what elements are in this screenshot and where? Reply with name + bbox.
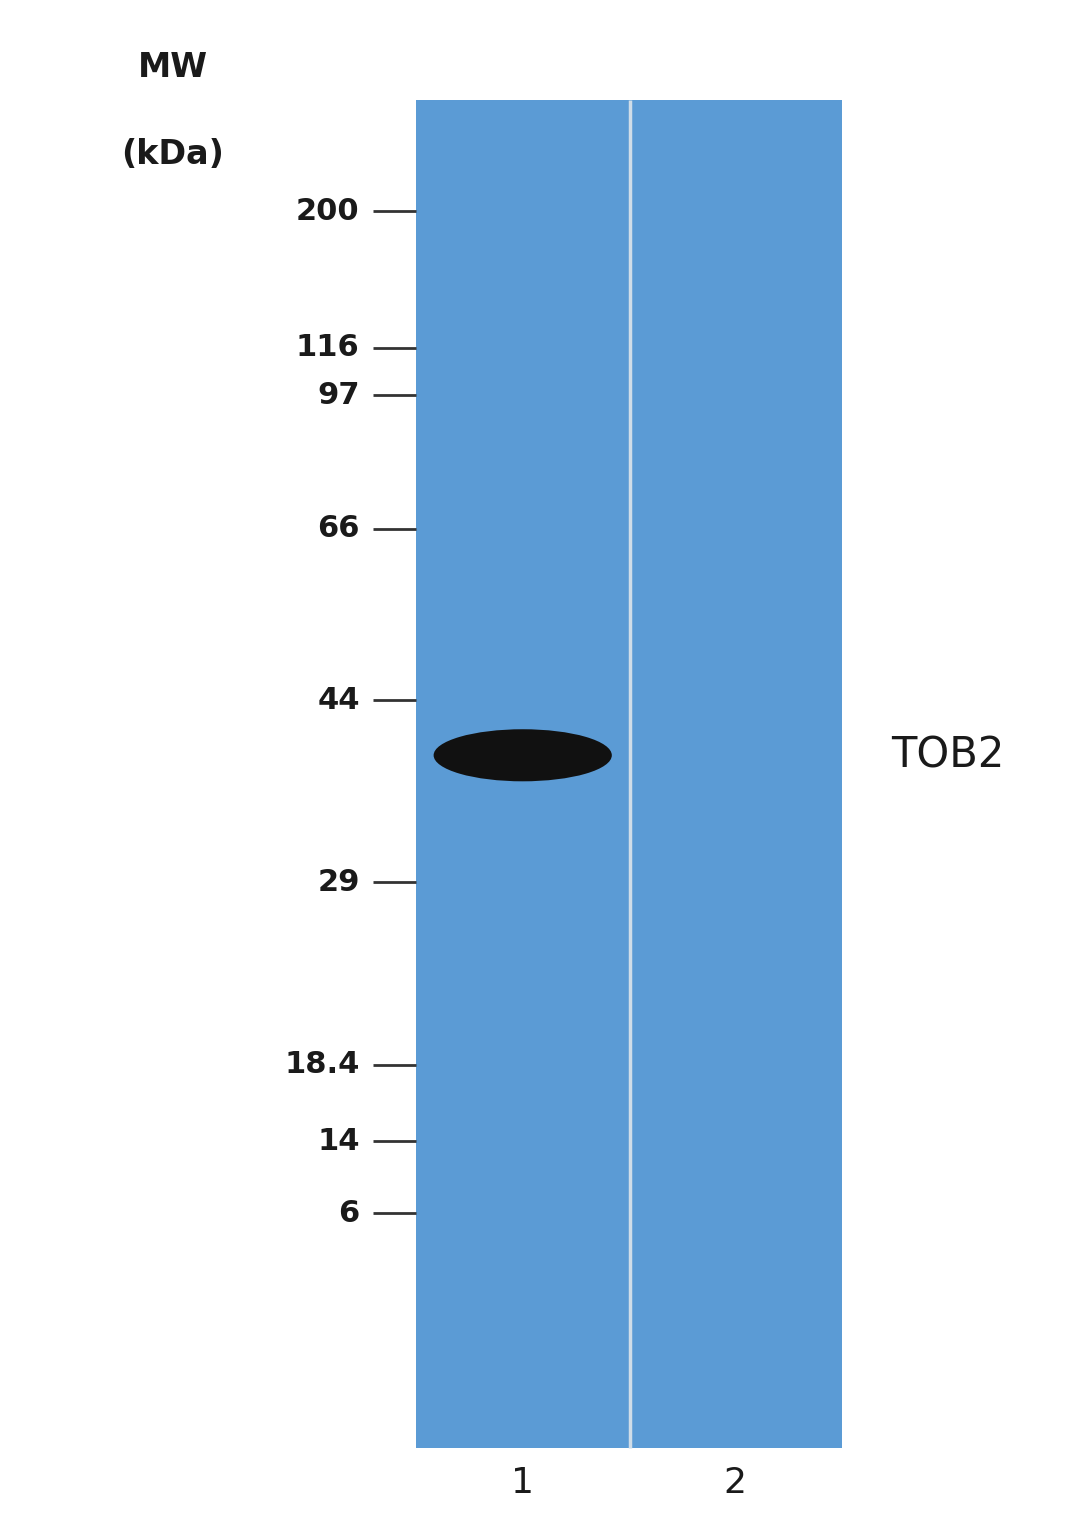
Text: 97: 97: [318, 381, 360, 409]
Text: 1: 1: [511, 1466, 535, 1500]
Text: 6: 6: [338, 1200, 360, 1227]
Text: MW: MW: [138, 51, 207, 84]
Text: 2: 2: [723, 1466, 746, 1500]
Text: TOB2: TOB2: [891, 734, 1004, 777]
Bar: [416, 100, 842, 1448]
Text: 116: 116: [296, 334, 360, 362]
Text: 200: 200: [296, 198, 360, 225]
Text: (kDa): (kDa): [121, 138, 225, 172]
Text: 29: 29: [318, 869, 360, 896]
Text: 18.4: 18.4: [284, 1051, 360, 1079]
Text: 14: 14: [318, 1128, 360, 1155]
Text: 66: 66: [318, 515, 360, 542]
Ellipse shape: [434, 729, 612, 781]
Text: 44: 44: [318, 686, 360, 714]
